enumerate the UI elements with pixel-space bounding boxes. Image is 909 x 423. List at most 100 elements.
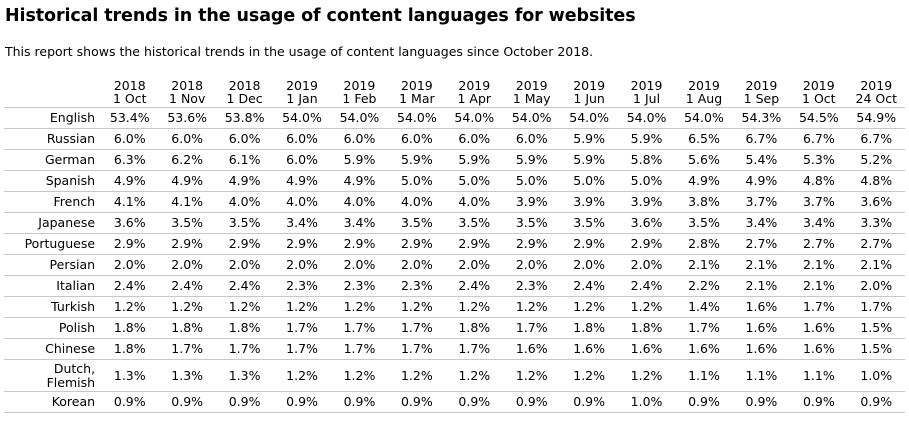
usage-value-cell: 2.2% <box>675 275 733 297</box>
usage-value-cell: 1.6% <box>675 338 733 360</box>
table-row: Korean 0.9% 0.9% 0.9% 0.9% 0.9% 0.9% 0.9% 0.9% 0.… <box>4 391 905 413</box>
usage-value-cell: 1.0% <box>847 359 905 392</box>
column-header-year: 2019 <box>745 78 778 93</box>
column-header-year: 2019 <box>630 78 663 93</box>
usage-value-cell: 6.0% <box>273 128 331 150</box>
usage-value-cell: 1.2% <box>101 296 159 318</box>
language-trends-table: 2018 1 Oct 2018 1 Nov 2018 1 Dec 2019 1 Jan 2019… <box>4 75 905 413</box>
column-header: 2019 1 Jun <box>560 75 618 108</box>
usage-value-cell: 3.5% <box>158 212 216 234</box>
language-label: French <box>4 191 102 213</box>
usage-value-cell: 0.9% <box>330 391 389 413</box>
usage-value-cell: 3.5% <box>560 212 618 234</box>
usage-value-cell: 3.4% <box>732 212 791 234</box>
usage-value-cell: 54.0% <box>273 107 331 129</box>
column-header: 2018 1 Nov <box>158 75 216 108</box>
column-header: 2019 1 Jul <box>617 75 676 108</box>
usage-value-cell: 1.2% <box>445 296 503 318</box>
column-header-date: 1 Mar <box>399 91 435 106</box>
usage-value-cell: 2.4% <box>617 275 676 297</box>
usage-value-cell: 1.2% <box>617 359 676 392</box>
usage-value-cell: 1.5% <box>847 317 905 339</box>
usage-value-cell: 4.9% <box>675 170 733 192</box>
usage-value-cell: 2.0% <box>445 254 503 276</box>
column-header-year: 2019 <box>515 78 548 93</box>
usage-value-cell: 1.6% <box>790 338 848 360</box>
usage-value-cell: 6.5% <box>675 128 733 150</box>
usage-value-cell: 2.8% <box>675 233 733 255</box>
usage-value-cell: 3.6% <box>847 191 905 213</box>
usage-value-cell: 5.9% <box>388 149 446 171</box>
column-header-date: 1 Sep <box>743 91 780 106</box>
column-header-year: 2019 <box>286 78 318 93</box>
usage-value-cell: 54.3% <box>732 107 791 129</box>
usage-value-cell: 2.7% <box>847 233 905 255</box>
usage-value-cell: 1.6% <box>732 317 791 339</box>
usage-value-cell: 1.7% <box>330 317 389 339</box>
usage-value-cell: 2.1% <box>790 275 848 297</box>
column-header-date: 1 Feb <box>342 91 377 106</box>
usage-value-cell: 2.4% <box>101 275 159 297</box>
usage-value-cell: 1.3% <box>101 359 159 392</box>
usage-value-cell: 3.4% <box>330 212 389 234</box>
usage-value-cell: 5.0% <box>560 170 618 192</box>
usage-value-cell: 54.0% <box>388 107 446 129</box>
usage-value-cell: 6.0% <box>388 128 446 150</box>
language-label: Dutch, Flemish <box>4 359 102 392</box>
usage-value-cell: 4.1% <box>101 191 159 213</box>
usage-value-cell: 4.0% <box>445 191 503 213</box>
usage-value-cell: 2.0% <box>158 254 216 276</box>
usage-value-cell: 0.9% <box>675 391 733 413</box>
usage-value-cell: 54.5% <box>790 107 848 129</box>
usage-value-cell: 2.9% <box>388 233 446 255</box>
column-header-year: 2019 <box>573 78 606 93</box>
usage-value-cell: 2.0% <box>617 254 676 276</box>
table-row: Portuguese 2.9% 2.9% 2.9% 2.9% 2.9% 2.9% 2.9% 2.… <box>4 233 905 255</box>
usage-value-cell: 0.9% <box>790 391 848 413</box>
usage-value-cell: 4.9% <box>732 170 791 192</box>
column-header-date: 1 Oct <box>112 91 147 106</box>
usage-value-cell: 4.0% <box>388 191 446 213</box>
language-label: Japanese <box>4 212 102 234</box>
page-title: Historical trends in the usage of conten… <box>5 6 636 26</box>
usage-value-cell: 0.9% <box>560 391 618 413</box>
usage-value-cell: 1.7% <box>445 338 503 360</box>
usage-value-cell: 5.0% <box>617 170 676 192</box>
column-header-year: 2018 <box>171 78 204 93</box>
column-header-date: 1 Dec <box>226 91 263 106</box>
usage-value-cell: 1.7% <box>273 338 331 360</box>
usage-value-cell: 4.1% <box>158 191 216 213</box>
usage-value-cell: 2.0% <box>330 254 389 276</box>
column-header-year: 2019 <box>802 78 835 93</box>
column-header: 2019 24 Oct <box>847 75 905 108</box>
usage-value-cell: 1.2% <box>388 296 446 318</box>
usage-value-cell: 53.4% <box>101 107 159 129</box>
column-header: 2019 1 Aug <box>675 75 733 108</box>
usage-value-cell: 1.2% <box>273 359 331 392</box>
usage-value-cell: 2.9% <box>273 233 331 255</box>
usage-value-cell: 5.0% <box>445 170 503 192</box>
usage-value-cell: 0.9% <box>273 391 331 413</box>
usage-value-cell: 3.5% <box>503 212 561 234</box>
usage-value-cell: 1.7% <box>847 296 905 318</box>
language-label: Russian <box>4 128 102 150</box>
usage-value-cell: 2.7% <box>790 233 848 255</box>
column-header-year: 2019 <box>458 78 491 93</box>
usage-value-cell: 1.8% <box>101 317 159 339</box>
usage-value-cell: 4.0% <box>273 191 331 213</box>
table-body: English 53.4% 53.6% 53.8% 54.0% 54.0% 54.0% 54.… <box>4 107 905 413</box>
usage-value-cell: 54.0% <box>675 107 733 129</box>
table-row: English 53.4% 53.6% 53.8% 54.0% 54.0% 54.0% 54.… <box>4 107 905 129</box>
table-row: Polish 1.8% 1.8% 1.8% 1.7% 1.7% 1.7% 1.8% 1.7% 1.… <box>4 317 905 339</box>
usage-value-cell: 54.0% <box>560 107 618 129</box>
usage-value-cell: 2.0% <box>388 254 446 276</box>
usage-value-cell: 6.7% <box>847 128 905 150</box>
column-header: 2019 1 Apr <box>445 75 503 108</box>
usage-value-cell: 5.9% <box>617 128 676 150</box>
usage-value-cell: 1.2% <box>445 359 503 392</box>
usage-value-cell: 2.0% <box>101 254 159 276</box>
usage-value-cell: 3.7% <box>790 191 848 213</box>
language-label: Turkish <box>4 296 102 318</box>
column-header: 2019 1 Sep <box>732 75 791 108</box>
usage-value-cell: 3.4% <box>273 212 331 234</box>
